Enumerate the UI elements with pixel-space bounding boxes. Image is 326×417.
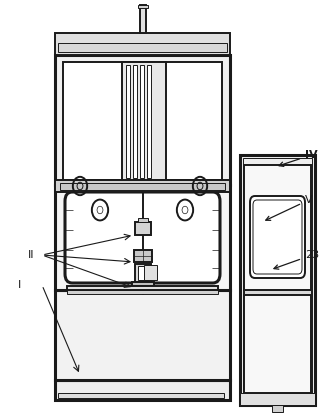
Bar: [144, 265, 157, 280]
Bar: [133, 65, 137, 178]
Bar: [244, 165, 311, 290]
Bar: [122, 62, 166, 180]
Bar: [67, 290, 218, 294]
FancyBboxPatch shape: [65, 192, 220, 283]
Bar: [55, 290, 230, 380]
Bar: [60, 183, 225, 190]
Bar: [132, 282, 154, 286]
Bar: [243, 158, 312, 402]
FancyBboxPatch shape: [250, 196, 305, 278]
Bar: [138, 218, 148, 222]
Bar: [134, 250, 152, 262]
Bar: [58, 43, 227, 52]
Bar: [55, 185, 230, 290]
Text: V: V: [266, 195, 313, 220]
Bar: [135, 222, 151, 235]
Bar: [244, 290, 311, 294]
Bar: [140, 5, 146, 33]
Bar: [55, 180, 230, 192]
FancyBboxPatch shape: [253, 200, 302, 274]
Bar: [67, 286, 218, 290]
Bar: [55, 55, 230, 185]
Bar: [147, 65, 151, 178]
Bar: [138, 266, 148, 280]
Text: 23: 23: [274, 250, 319, 269]
Bar: [240, 393, 315, 405]
Bar: [272, 405, 283, 412]
Bar: [58, 393, 224, 398]
Bar: [138, 5, 148, 8]
Bar: [126, 65, 130, 178]
Bar: [129, 286, 157, 288]
Text: II: II: [28, 250, 35, 260]
Text: I: I: [18, 280, 21, 290]
Bar: [244, 295, 311, 393]
Text: IV: IV: [279, 150, 318, 166]
Bar: [55, 33, 230, 55]
Bar: [135, 264, 151, 282]
Bar: [55, 380, 230, 400]
Bar: [140, 65, 144, 178]
Bar: [240, 155, 315, 405]
Bar: [63, 62, 222, 180]
